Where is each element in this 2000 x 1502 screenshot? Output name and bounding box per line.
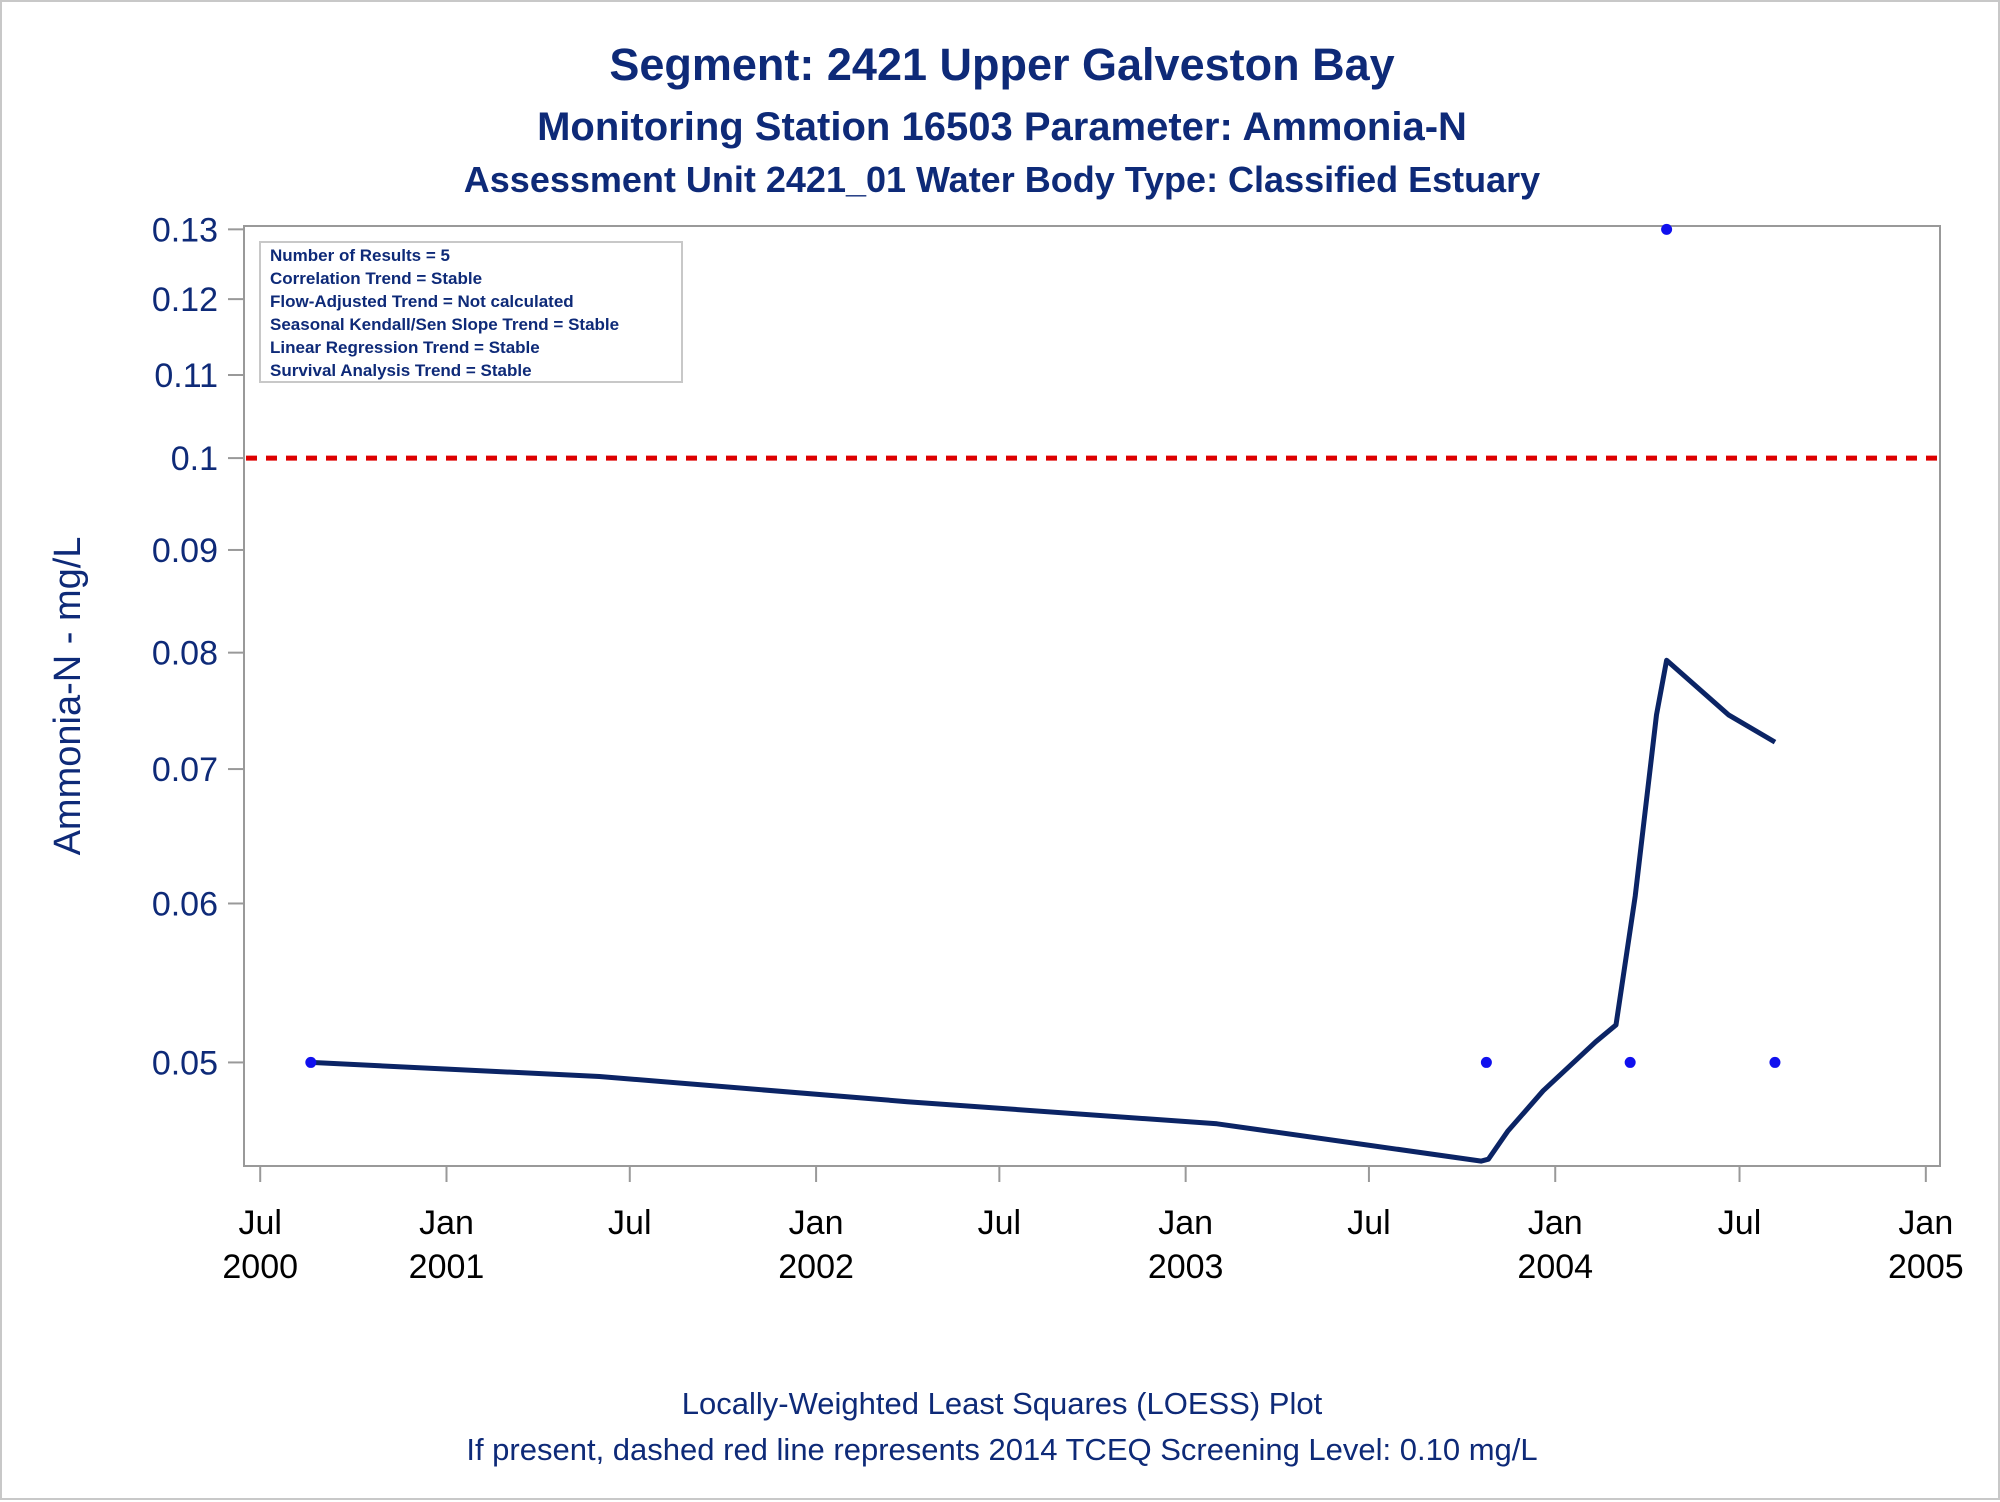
y-tick-label: 0.06 — [152, 885, 218, 923]
footnote-screening-level: If present, dashed red line represents 2… — [466, 1432, 1537, 1467]
stats-box-frame — [259, 241, 683, 383]
stat-survival-analysis-trend: Survival Analysis Trend = Stable — [270, 361, 532, 380]
plot-area-frame — [243, 225, 1941, 1167]
x-tick-label-month: Jul — [1347, 1204, 1390, 1242]
x-tick-label-month: Jul — [238, 1204, 281, 1242]
x-tick-label-month: Jan — [1528, 1204, 1583, 1242]
x-tick-label-month: Jul — [1718, 1204, 1761, 1242]
trend-stats-box: Number of Results = 5 Correlation Trend … — [259, 241, 683, 383]
y-tick-label: 0.13 — [152, 211, 218, 249]
data-point — [1624, 1056, 1636, 1068]
data-point — [1769, 1056, 1781, 1068]
footnote-loess: Locally-Weighted Least Squares (LOESS) P… — [682, 1386, 1323, 1421]
stat-linear-regression-trend: Linear Regression Trend = Stable — [270, 338, 540, 357]
chart-subtitle: Monitoring Station 16503 Parameter: Ammo… — [537, 105, 1467, 149]
y-axis: 0.05 0.06 0.07 0.08 0.09 0.1 0.11 0.12 0.13 — [152, 211, 244, 1082]
y-axis-label: Ammonia-N - mg/L — [47, 537, 89, 856]
x-tick-label-month: Jan — [419, 1204, 474, 1242]
y-tick-label: 0.12 — [152, 281, 218, 319]
y-tick-label: 0.1 — [171, 440, 218, 478]
x-tick-label-year: 2004 — [1517, 1248, 1593, 1286]
x-tick-label-year: 2002 — [778, 1248, 854, 1286]
y-tick-label: 0.09 — [152, 532, 218, 570]
y-tick-label: 0.07 — [152, 751, 218, 789]
x-tick-label-year: 2005 — [1888, 1248, 1964, 1286]
x-axis: Jul 2000 Jan 2001 Jul Jan 2002 Jul Jan 2003 Jul Jan… — [222, 1166, 1964, 1286]
stat-correlation-trend: Correlation Trend = Stable — [270, 269, 482, 288]
x-tick-label-year: 2003 — [1148, 1248, 1224, 1286]
x-tick-label-year: 2000 — [222, 1248, 298, 1286]
data-point — [305, 1056, 317, 1068]
y-tick-label: 0.05 — [152, 1044, 218, 1082]
data-point — [1480, 1056, 1492, 1068]
x-tick-label-year: 2001 — [409, 1248, 485, 1286]
loess-curve — [310, 657, 1777, 1164]
x-tick-label-month: Jan — [789, 1204, 844, 1242]
stat-number-of-results: Number of Results = 5 — [270, 246, 450, 265]
x-tick-label-month: Jan — [1158, 1204, 1213, 1242]
data-point — [1661, 223, 1673, 235]
x-tick-label-month: Jan — [1898, 1204, 1953, 1242]
stat-seasonal-kendall-trend: Seasonal Kendall/Sen Slope Trend = Stabl… — [270, 315, 619, 334]
y-tick-label: 0.08 — [152, 635, 218, 673]
y-tick-label: 0.11 — [154, 357, 218, 395]
chart-subtitle-2: Assessment Unit 2421_01 Water Body Type:… — [464, 159, 1540, 200]
data-points — [305, 223, 1781, 1068]
chart-title: Segment: 2421 Upper Galveston Bay — [609, 39, 1394, 90]
x-tick-label-month: Jul — [978, 1204, 1021, 1242]
stat-flow-adjusted-trend: Flow-Adjusted Trend = Not calculated — [270, 292, 574, 311]
x-tick-label-month: Jul — [608, 1204, 651, 1242]
